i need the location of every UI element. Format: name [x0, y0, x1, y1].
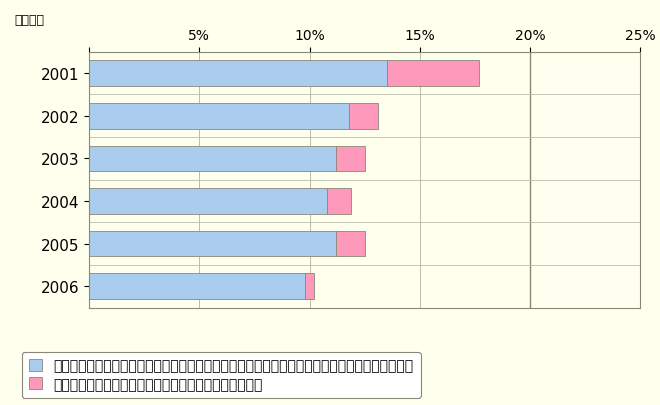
Bar: [89, 231, 336, 257]
Bar: [89, 146, 336, 172]
Bar: [89, 104, 349, 129]
Bar: [305, 274, 314, 299]
Bar: [336, 231, 364, 257]
Text: 調査年次: 調査年次: [15, 14, 45, 27]
Bar: [530, 53, 640, 308]
Bar: [336, 146, 364, 172]
Bar: [89, 189, 327, 214]
Bar: [89, 61, 387, 87]
Bar: [387, 61, 479, 87]
Bar: [349, 104, 378, 129]
Bar: [89, 274, 305, 299]
Bar: [327, 189, 351, 214]
Legend: 車の近くにいる時やすぐ戻る時は、キーを付けたままにしたり、ドアをロックしないことがある, キーを抜いたり、ドアをロックしたりはあまりしてない: 車の近くにいる時やすぐ戻る時は、キーを付けたままにしたり、ドアをロックしないこと…: [22, 352, 420, 398]
